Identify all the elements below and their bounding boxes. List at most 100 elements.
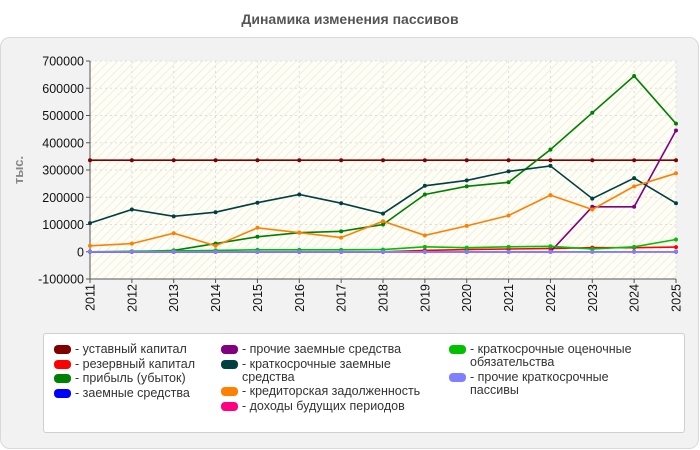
data-point xyxy=(297,158,302,163)
data-point xyxy=(464,158,469,163)
data-point xyxy=(381,219,385,224)
data-point xyxy=(422,233,427,238)
y-tick-label: 100000 xyxy=(42,218,84,232)
legend-item: - заемные средства xyxy=(54,385,230,400)
axes xyxy=(86,60,677,283)
data-point xyxy=(381,211,385,216)
data-point xyxy=(339,229,344,234)
y-tick-label: 400000 xyxy=(42,136,84,150)
series-group xyxy=(88,73,678,254)
data-point xyxy=(213,210,218,215)
data-point xyxy=(506,180,511,185)
data-point xyxy=(129,158,134,163)
x-tick-label: 2017 xyxy=(335,284,349,312)
data-point xyxy=(548,249,553,254)
x-tick-label: 2024 xyxy=(628,284,642,312)
y-tick-label: 700000 xyxy=(42,55,84,69)
x-tick-label: 2014 xyxy=(209,284,223,312)
data-point xyxy=(129,241,134,246)
y-axis-label: тыс. xyxy=(11,156,26,184)
data-point xyxy=(297,249,302,254)
legend-swatch xyxy=(54,345,71,354)
data-point xyxy=(632,158,637,163)
data-point xyxy=(339,158,344,163)
data-point xyxy=(506,213,511,218)
x-tick-label: 2023 xyxy=(586,284,600,312)
legend-swatch xyxy=(449,345,466,354)
data-point xyxy=(255,158,260,163)
data-point xyxy=(255,234,260,239)
data-point xyxy=(422,158,427,163)
x-tick-label: 2020 xyxy=(460,284,474,312)
x-tick-label: 2022 xyxy=(544,284,558,312)
y-tick-label: 200000 xyxy=(42,191,84,205)
legend-swatch xyxy=(449,372,466,382)
data-point xyxy=(213,158,218,163)
data-point xyxy=(88,249,92,254)
data-point xyxy=(674,249,678,254)
data-point xyxy=(674,237,678,242)
data-point xyxy=(297,192,302,197)
data-point xyxy=(339,235,344,240)
data-point xyxy=(506,169,511,174)
legend-label: - кредиторская задолженность xyxy=(242,384,421,398)
series-краткосрочные-заемные-средства xyxy=(88,163,678,226)
data-point xyxy=(632,204,637,209)
legend-label: - прибыль (убыток) xyxy=(75,371,186,385)
data-point xyxy=(381,222,385,227)
data-point xyxy=(213,249,218,254)
x-tick-label: 2019 xyxy=(418,284,432,312)
data-point xyxy=(422,244,427,249)
data-point xyxy=(213,243,218,248)
data-point xyxy=(674,245,678,250)
legend-swatch xyxy=(54,388,71,398)
data-point xyxy=(632,176,637,181)
data-point xyxy=(88,243,92,248)
legend-item: - прибыль (убыток) xyxy=(54,372,230,385)
data-point xyxy=(129,249,134,254)
legend-label: - заемные средства xyxy=(75,385,190,400)
legend-label: - прочие краткосрочные пассивы xyxy=(470,369,609,397)
legend-label: - уставный капитал xyxy=(75,342,187,356)
legend-item: - резервный капитал xyxy=(54,357,230,371)
y-tick-label: 0 xyxy=(77,245,84,259)
legend: - уставный капитал - резервный капитал - п… xyxy=(43,333,685,433)
data-point xyxy=(674,171,678,176)
y-tick-label: 500000 xyxy=(42,109,84,123)
data-point xyxy=(171,158,176,163)
data-point xyxy=(632,249,637,254)
legend-label: - краткосрочные оценочные обязательства xyxy=(470,342,632,369)
data-point xyxy=(422,192,427,197)
data-point xyxy=(674,158,678,163)
y-tick-label: -100000 xyxy=(38,273,84,287)
x-tick-label: 2012 xyxy=(125,284,139,312)
legend-item: - доходы будущих периодов xyxy=(221,399,430,413)
legend-item: - краткосрочные заемные средства xyxy=(221,357,430,384)
data-point xyxy=(339,201,344,206)
x-tick-label: 2018 xyxy=(377,284,391,312)
data-point xyxy=(590,207,595,212)
data-point xyxy=(422,183,427,188)
data-point xyxy=(674,201,678,206)
data-point xyxy=(171,249,176,254)
series-уставный-капитал xyxy=(88,158,678,163)
data-point xyxy=(381,158,385,163)
data-point xyxy=(464,178,469,183)
data-point xyxy=(464,249,469,254)
data-point xyxy=(590,196,595,201)
x-tick-label: 2016 xyxy=(293,284,307,312)
data-point xyxy=(506,249,511,254)
legend-label: - прочие заемные средства xyxy=(242,342,402,356)
data-point xyxy=(88,221,92,226)
legend-swatch xyxy=(221,401,238,411)
legend-swatch xyxy=(221,387,238,396)
series-кредиторская-задолженность xyxy=(88,171,678,248)
data-point xyxy=(590,249,595,254)
data-point xyxy=(171,214,176,219)
legend-item: - кредиторская задолженность xyxy=(221,385,430,398)
data-point xyxy=(464,223,469,228)
data-point xyxy=(590,158,595,163)
data-point xyxy=(548,158,553,163)
data-point xyxy=(255,225,260,230)
